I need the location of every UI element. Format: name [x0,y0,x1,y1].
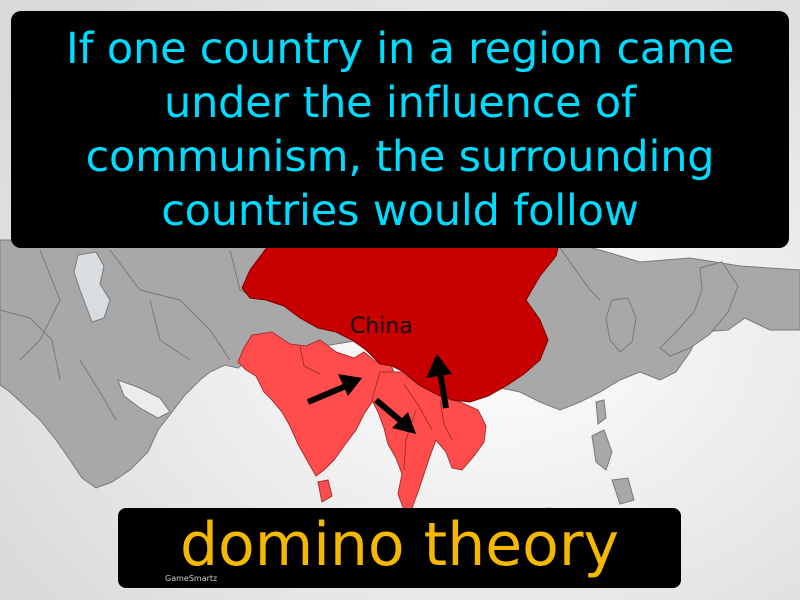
persian-gulf [117,379,171,419]
southeast-asia-borders [299,345,453,471]
land-taiwan [595,399,607,425]
china-label: China [350,314,413,339]
arrow-up-to-china [426,354,452,409]
definition-box: If one country in a region came under th… [11,11,789,248]
land-korea [605,297,637,353]
term-box: domino theory [118,508,681,588]
region-southeast-asia [371,371,487,511]
arrow-burma-to-thailand [374,397,416,434]
arrow-india-to-burma [306,374,362,405]
brand-logo: GameSmartz [165,574,218,583]
region-south-asia [237,331,395,477]
term-text: domino theory [179,510,620,580]
caspian-sea [73,251,111,323]
definition-text: If one country in a region came under th… [66,23,734,236]
land-japan [659,261,739,357]
land-sri-lanka [317,479,333,503]
country-borders [0,247,601,421]
region-china [241,239,561,403]
land-philippines [591,429,635,505]
domino-arrows [306,354,452,434]
